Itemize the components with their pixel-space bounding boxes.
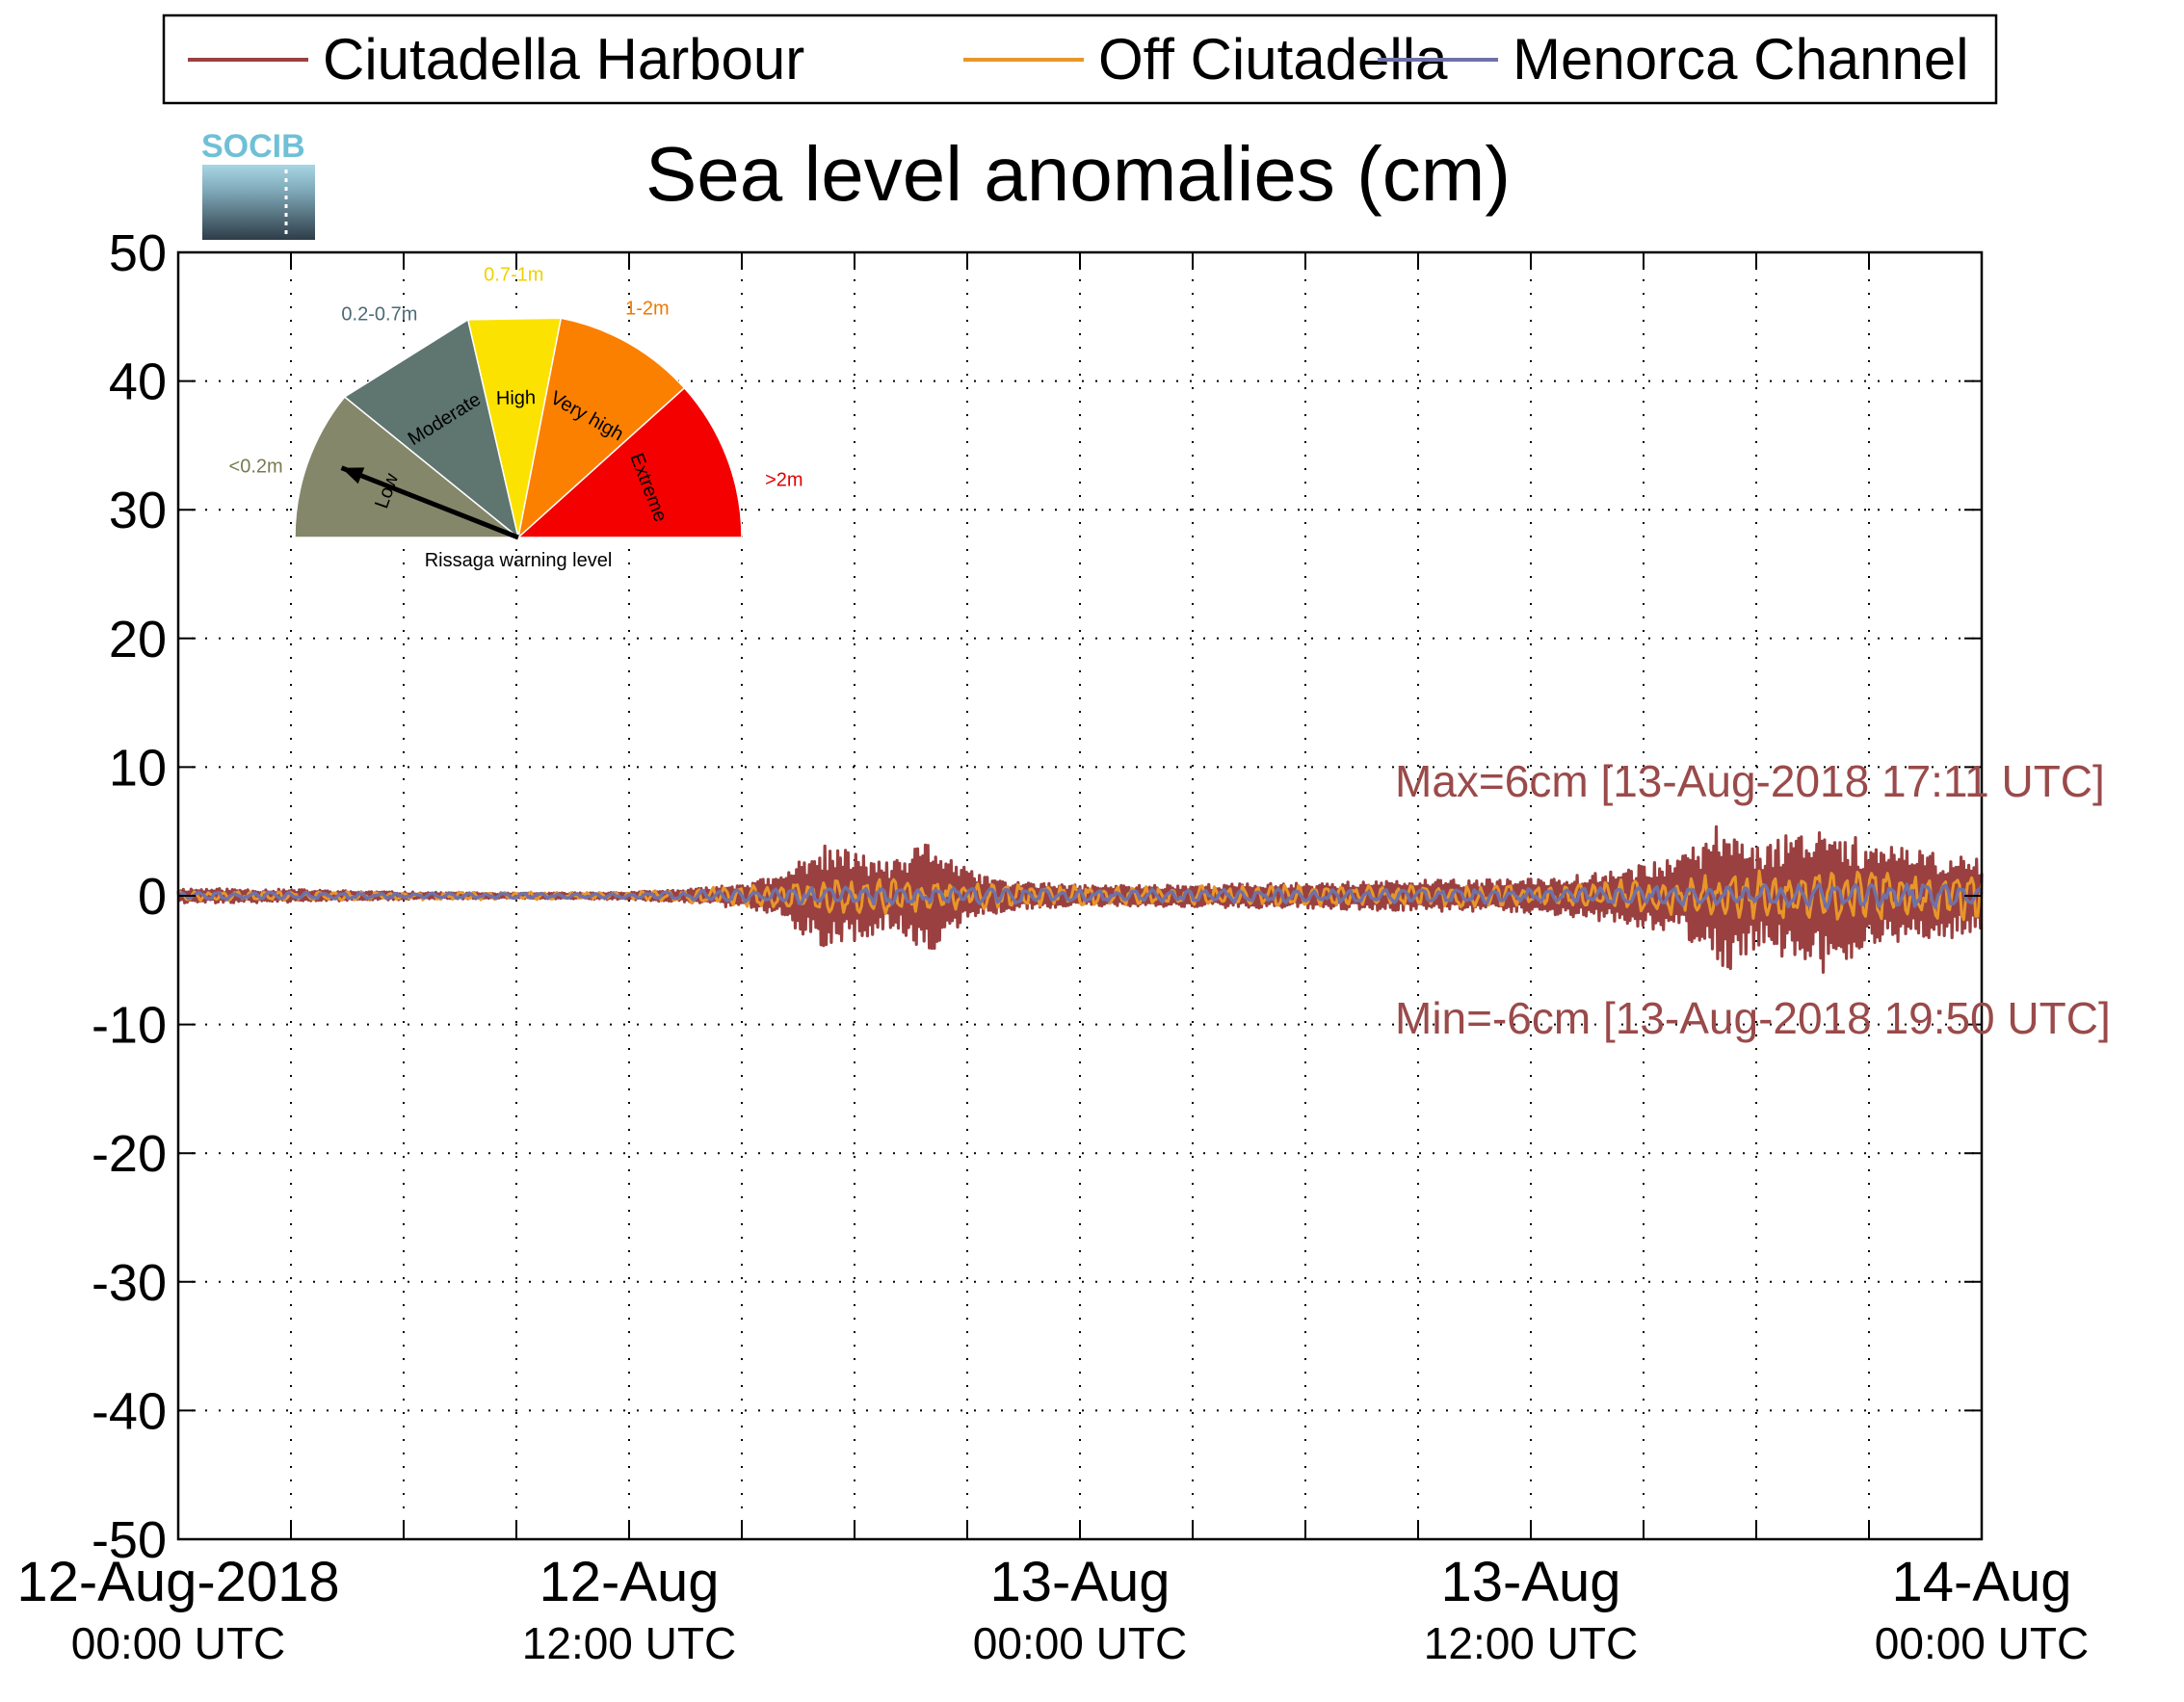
x-tick-sublabel: 00:00 UTC [973, 1618, 1187, 1668]
gauge-sector-low [294, 395, 521, 538]
x-tick-sublabel: 12:00 UTC [522, 1618, 736, 1668]
gauge-range-label: 0.2-0.7m [341, 304, 417, 326]
x-tick-label: 13-Aug [1440, 1551, 1620, 1613]
y-tick-label: -20 [92, 1125, 167, 1183]
y-tick-label: 20 [109, 611, 167, 668]
y-tick-labels: 50 40 30 20 10 0 -10 -20 -30 -40 -50 [92, 224, 167, 1569]
gauge-needle-head [341, 467, 365, 484]
gauge-sector-very-high [516, 317, 686, 540]
gauge-range-label: 1-2m [625, 299, 670, 320]
y-tick-label: 0 [138, 868, 167, 926]
gauge-range-label: >2m [765, 470, 803, 491]
logo-text: SOCIB [201, 128, 305, 165]
chart-title: Sea level anomalies (cm) [645, 131, 1511, 217]
y-tick-label: 10 [109, 739, 167, 797]
y-tick-label: -50 [92, 1511, 167, 1569]
logo-wave-block [202, 165, 315, 240]
y-tick-label: -30 [92, 1254, 167, 1312]
gauge-range-label: <0.2m [229, 456, 283, 477]
max-annotation: Max=6cm [13-Aug-2018 17:11 UTC] [1395, 756, 2105, 806]
x-tick-label: 12-Aug [539, 1551, 719, 1613]
x-tick-label: 13-Aug [989, 1551, 1170, 1613]
x-tick-sublabel: 00:00 UTC [71, 1618, 285, 1668]
y-tick-label: 30 [109, 482, 167, 539]
x-tick-sublabel: 12:00 UTC [1424, 1618, 1638, 1668]
x-tick-label: 14-Aug [1891, 1551, 2071, 1613]
x-tick-label: 12-Aug-2018 [16, 1551, 339, 1613]
socib-logo: SOCIB [201, 128, 315, 240]
y-tick-label: -10 [92, 997, 167, 1055]
y-tick-label: 40 [109, 353, 167, 411]
y-tick-label: -40 [92, 1382, 167, 1440]
gauge-sector-label: High [496, 387, 537, 409]
legend-label: Menorca Channel [1513, 27, 1969, 92]
y-tick-label: 50 [109, 224, 167, 282]
gauge-needle [340, 465, 519, 540]
gauge-sector-extreme [516, 386, 743, 538]
legend-label: Ciutadella Harbour [323, 27, 804, 92]
min-annotation: Min=-6cm [13-Aug-2018 19:50 UTC] [1395, 993, 2111, 1043]
legend: Ciutadella Harbour Off Ciutadella Menorca … [162, 13, 1998, 105]
legend-items: Ciutadella Harbour Off Ciutadella Menorca … [188, 27, 1969, 92]
x-tick-sublabel: 00:00 UTC [1875, 1618, 2089, 1668]
ticks [178, 251, 1982, 1540]
gauge-caption: Rissaga warning level [425, 550, 613, 571]
series-line-menorca-channel [177, 882, 1984, 910]
gauge-range-label: 0.7-1m [484, 264, 543, 285]
series-layer [176, 825, 1984, 975]
